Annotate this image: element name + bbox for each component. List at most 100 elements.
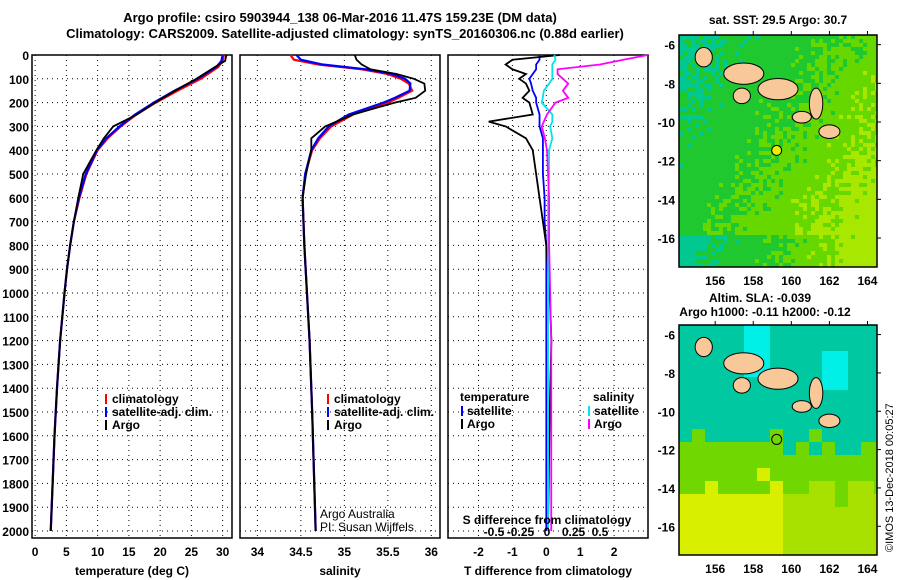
map-cell xyxy=(719,247,723,251)
map-cell xyxy=(815,55,819,59)
map-cell xyxy=(775,251,779,255)
map-cell xyxy=(779,175,783,179)
map-cell xyxy=(791,47,795,51)
map-cell xyxy=(822,377,835,390)
map-cell xyxy=(847,243,851,247)
map-cell xyxy=(823,39,827,43)
map-cell xyxy=(763,43,767,47)
map-cell xyxy=(763,247,767,251)
map-cell xyxy=(723,239,727,243)
x-axis-label: salinity xyxy=(319,564,361,578)
map-cell xyxy=(679,494,692,507)
map-cell xyxy=(731,442,744,455)
map-cell xyxy=(723,259,727,263)
x-axis-label: T difference from climatology xyxy=(464,564,632,578)
map-cell xyxy=(871,247,875,251)
map-cell xyxy=(759,231,763,235)
map-cell xyxy=(755,167,759,171)
map-cell xyxy=(835,520,848,533)
map-cell xyxy=(715,123,719,127)
map-cell xyxy=(759,39,763,43)
map-cell xyxy=(795,207,799,211)
map-cell xyxy=(831,159,835,163)
map-cell xyxy=(847,47,851,51)
map-cell xyxy=(715,159,719,163)
map-cell xyxy=(811,235,815,239)
map-cell xyxy=(687,255,691,259)
map-cell xyxy=(827,195,831,199)
map-cell xyxy=(815,39,819,43)
map-cell xyxy=(718,507,731,520)
map-cell xyxy=(719,87,723,91)
map-cell xyxy=(755,239,759,243)
map-cell xyxy=(703,191,707,195)
map-cell xyxy=(807,235,811,239)
map-cell xyxy=(847,43,851,47)
map-cell xyxy=(691,91,695,95)
map-cell xyxy=(747,175,751,179)
map-cell xyxy=(683,211,687,215)
map-cell xyxy=(739,107,743,111)
map-cell xyxy=(707,259,711,263)
map-cell xyxy=(759,155,763,159)
map-cell xyxy=(727,43,731,47)
map-cell xyxy=(691,219,695,223)
map-cell xyxy=(715,207,719,211)
map-cell xyxy=(703,35,707,39)
x-tick-label: 0 xyxy=(543,545,550,559)
map-cell xyxy=(699,223,703,227)
map-cell xyxy=(807,79,811,83)
map-cell xyxy=(731,325,744,338)
map-cell xyxy=(775,259,779,263)
map-cell xyxy=(835,263,839,267)
map-cell xyxy=(783,139,787,143)
map-cell xyxy=(739,231,743,235)
map-cell xyxy=(691,95,695,99)
map-cell xyxy=(803,95,807,99)
map-cell xyxy=(807,67,811,71)
map-cell xyxy=(703,247,707,251)
map-cell xyxy=(683,63,687,67)
map-cell xyxy=(867,163,871,167)
map-cell xyxy=(757,429,770,442)
map-cell xyxy=(751,83,755,87)
x-axis-label: temperature (deg C) xyxy=(75,564,189,578)
map-cell xyxy=(735,123,739,127)
map-cell xyxy=(871,55,875,59)
map-cell xyxy=(683,59,687,63)
map-cell xyxy=(679,87,683,91)
map-cell xyxy=(755,227,759,231)
map-cell xyxy=(811,59,815,63)
map-cell xyxy=(699,183,703,187)
map-cell xyxy=(859,75,863,79)
map-cell xyxy=(807,187,811,191)
map-cell xyxy=(751,223,755,227)
map-cell xyxy=(823,75,827,79)
map-cell xyxy=(807,55,811,59)
map-cell xyxy=(871,263,875,267)
map-cell xyxy=(767,59,771,63)
map-cell xyxy=(755,155,759,159)
map-cell xyxy=(703,159,707,163)
map-cell xyxy=(683,263,687,267)
map-cell xyxy=(799,171,803,175)
map-cell xyxy=(796,338,809,351)
map-cell xyxy=(744,468,757,481)
map-cell xyxy=(799,55,803,59)
map-cell xyxy=(759,59,763,63)
map-cell xyxy=(775,231,779,235)
map-cell xyxy=(699,119,703,123)
map-cell xyxy=(711,39,715,43)
map-cell xyxy=(815,143,819,147)
map-cell xyxy=(847,59,851,63)
map-cell xyxy=(799,95,803,99)
map-cell xyxy=(839,187,843,191)
map-cell xyxy=(707,195,711,199)
map-cell xyxy=(763,139,767,143)
map-cell xyxy=(847,147,851,151)
map-cell xyxy=(707,67,711,71)
map-cell xyxy=(823,119,827,123)
map-cell xyxy=(739,35,743,39)
map-cell xyxy=(847,51,851,55)
